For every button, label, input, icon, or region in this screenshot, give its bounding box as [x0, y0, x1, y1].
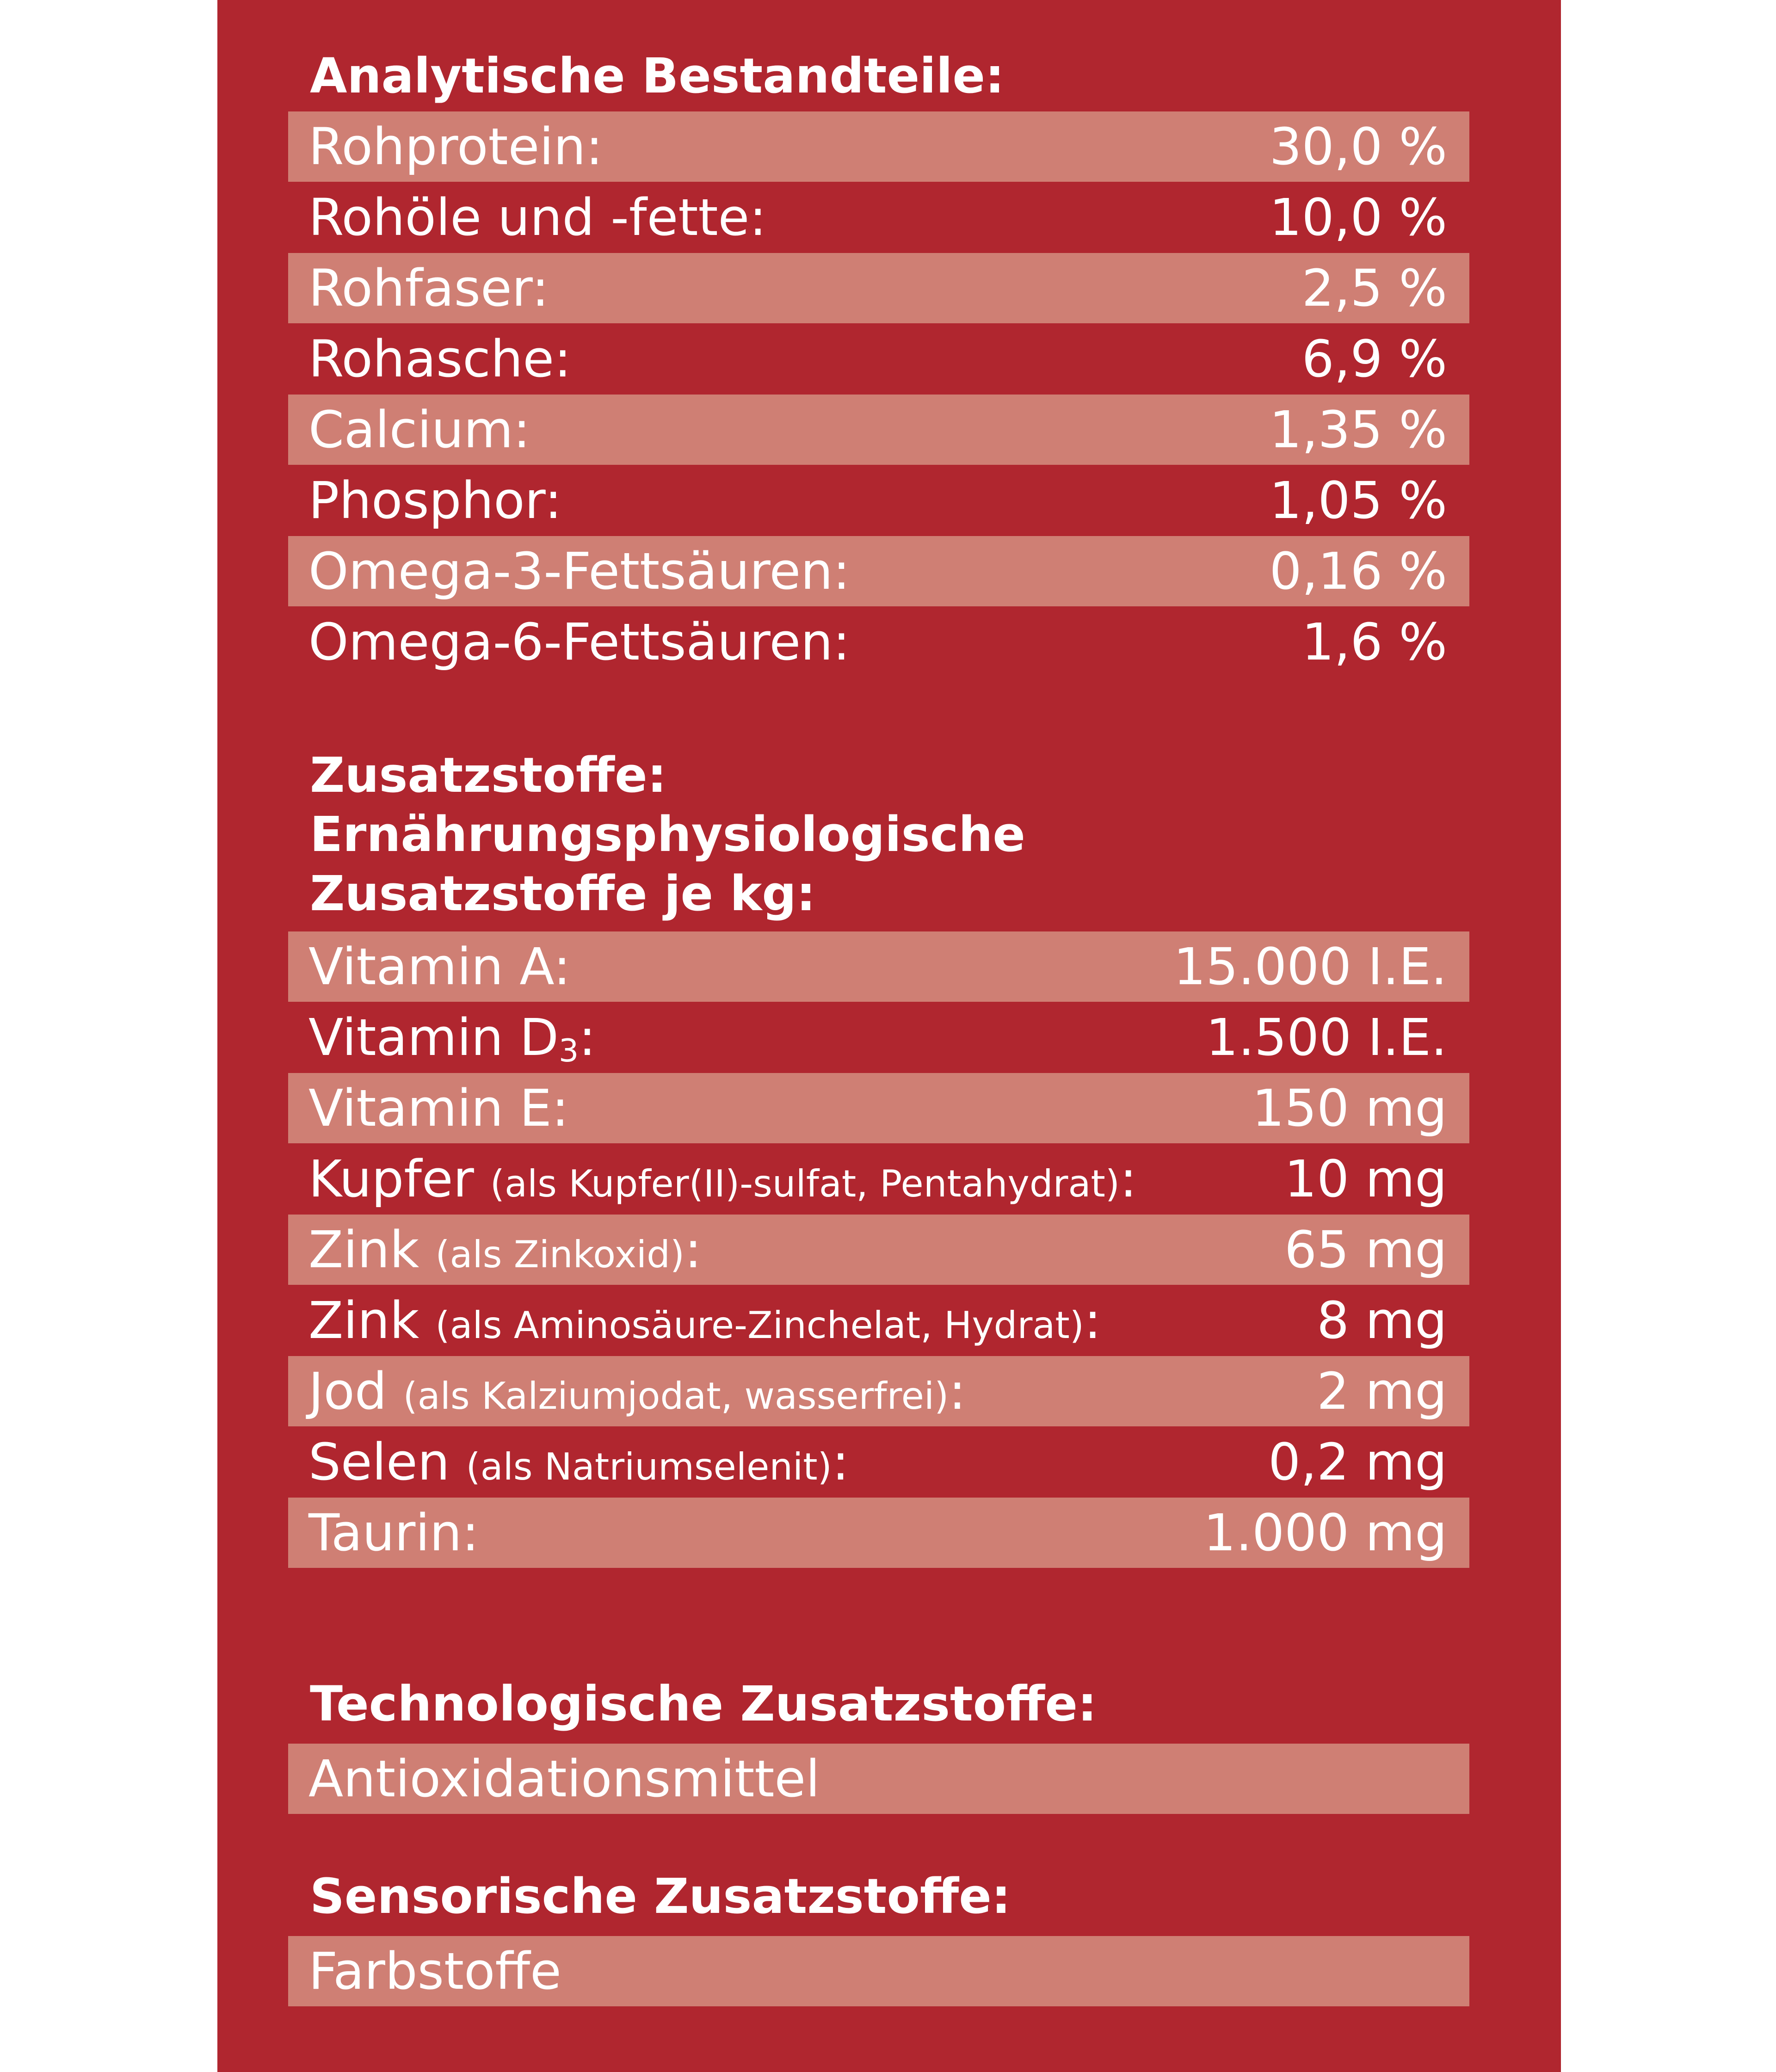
row-value: 2,5 %	[1301, 259, 1447, 318]
row-value: 1.000 mg	[1203, 1503, 1447, 1562]
row-label: Vitamin A:	[308, 937, 571, 996]
row-value: 8 mg	[1317, 1291, 1447, 1350]
table-row-rohasche: Rohasche: 6,9 %	[288, 324, 1469, 394]
table-row-selen: Selen (als Natriumselenit): 0,2 mg	[288, 1427, 1469, 1497]
table-row-zink-oxid: Zink (als Zinkoxid): 65 mg	[288, 1215, 1469, 1285]
row-label: Selen	[308, 1432, 450, 1492]
row-value: 1,05 %	[1269, 471, 1447, 530]
row-label: Farbstoffe	[308, 1942, 561, 2001]
row-note: (als Zinkoxid)	[435, 1233, 685, 1276]
row-value: 2 mg	[1317, 1362, 1447, 1421]
table-row-vitamin-a: Vitamin A: 15.000 I.E.	[288, 931, 1469, 1002]
row-label: Omega-6-Fettsäuren:	[308, 612, 850, 672]
row-note: (als Kalziumjodat, wasserfrei)	[403, 1375, 949, 1418]
row-value: 1.500 I.E.	[1206, 1008, 1447, 1067]
row-label: Kupfer	[308, 1149, 474, 1209]
nutrition-panel	[217, 0, 1561, 2072]
row-value: 10 mg	[1284, 1149, 1447, 1209]
row-label-group: Vitamin D3:	[308, 1002, 596, 1073]
row-label: Zink	[308, 1291, 419, 1350]
row-value: 10,0 %	[1269, 188, 1447, 247]
row-value: 65 mg	[1284, 1220, 1447, 1279]
table-row-omega-3: Omega-3-Fettsäuren: 0,16 %	[288, 536, 1469, 606]
table-row-rohoele: Rohöle und -fette: 10,0 %	[288, 182, 1469, 253]
row-label: Calcium:	[308, 400, 530, 459]
row-note: (als Kupfer(II)-sulfat, Pentahydrat)	[490, 1162, 1120, 1205]
row-label-subscript: 3	[559, 1033, 579, 1069]
table-row-zink-chelat: Zink (als Aminosäure-Zinchelat, Hydrat):…	[288, 1285, 1469, 1356]
row-label-suffix: :	[1120, 1149, 1137, 1209]
row-label: Vitamin D	[308, 1008, 559, 1067]
row-label: Rohfaser:	[308, 259, 549, 318]
heading-ernaehrungsphysiologische: Ernährungsphysiologische	[310, 806, 1025, 863]
table-row-taurin: Taurin: 1.000 mg	[288, 1498, 1469, 1568]
row-label-group: Zink (als Aminosäure-Zinchelat, Hydrat):	[308, 1285, 1101, 1361]
heading-sensorische-zusatzstoffe: Sensorische Zusatzstoffe:	[310, 1868, 1011, 1924]
row-label-suffix: :	[579, 1008, 596, 1067]
row-label: Rohöle und -fette:	[308, 188, 767, 247]
row-label: Phosphor:	[308, 471, 562, 530]
heading-zusatzstoffe-je-kg: Zusatzstoffe je kg:	[310, 865, 816, 922]
table-row-calcium: Calcium: 1,35 %	[288, 395, 1469, 465]
heading-zusatzstoffe: Zusatzstoffe:	[310, 747, 667, 803]
row-label-suffix: :	[1084, 1291, 1101, 1350]
row-label: Rohasche:	[308, 329, 572, 388]
row-label: Taurin:	[308, 1503, 479, 1562]
row-value: 6,9 %	[1301, 329, 1447, 388]
row-label-group: Kupfer (als Kupfer(II)-sulfat, Pentahydr…	[308, 1144, 1137, 1219]
heading-technologische-zusatzstoffe: Technologische Zusatzstoffe:	[310, 1676, 1097, 1732]
table-row-antioxidationsmittel: Antioxidationsmittel	[288, 1744, 1469, 1814]
table-row-vitamin-d3: Vitamin D3: 1.500 I.E.	[288, 1002, 1469, 1073]
row-label: Zink	[308, 1220, 419, 1279]
table-row-omega-6: Omega-6-Fettsäuren: 1,6 %	[288, 607, 1469, 677]
row-value: 1,6 %	[1301, 612, 1447, 672]
row-value: 150 mg	[1252, 1079, 1447, 1138]
row-label-group: Selen (als Natriumselenit):	[308, 1427, 849, 1502]
row-label: Antioxidationsmittel	[308, 1749, 820, 1808]
row-label-group: Zink (als Zinkoxid):	[308, 1215, 702, 1290]
row-label: Jod	[308, 1362, 387, 1421]
table-row-phosphor: Phosphor: 1,05 %	[288, 465, 1469, 536]
table-row-vitamin-e: Vitamin E: 150 mg	[288, 1073, 1469, 1143]
row-label-suffix: :	[684, 1220, 702, 1279]
table-row-rohprotein: Rohprotein: 30,0 %	[288, 111, 1469, 182]
row-label: Rohprotein:	[308, 117, 603, 176]
row-value: 0,16 %	[1269, 542, 1447, 601]
row-value: 1,35 %	[1269, 400, 1447, 459]
row-label-suffix: :	[832, 1432, 849, 1492]
table-row-kupfer: Kupfer (als Kupfer(II)-sulfat, Pentahydr…	[288, 1144, 1469, 1214]
row-value: 15.000 I.E.	[1173, 937, 1447, 996]
row-label-suffix: :	[949, 1362, 966, 1421]
row-label: Vitamin E:	[308, 1079, 569, 1138]
row-note: (als Natriumselenit)	[466, 1445, 832, 1488]
heading-analytische-bestandteile: Analytische Bestandteile:	[310, 48, 1005, 104]
row-value: 30,0 %	[1269, 117, 1447, 176]
table-row-jod: Jod (als Kalziumjodat, wasserfrei): 2 mg	[288, 1356, 1469, 1426]
row-value: 0,2 mg	[1268, 1432, 1447, 1492]
row-label: Omega-3-Fettsäuren:	[308, 542, 850, 601]
table-row-rohfaser: Rohfaser: 2,5 %	[288, 253, 1469, 323]
table-row-farbstoffe: Farbstoffe	[288, 1936, 1469, 2006]
row-label-group: Jod (als Kalziumjodat, wasserfrei):	[308, 1356, 966, 1431]
row-note: (als Aminosäure-Zinchelat, Hydrat)	[435, 1304, 1084, 1347]
